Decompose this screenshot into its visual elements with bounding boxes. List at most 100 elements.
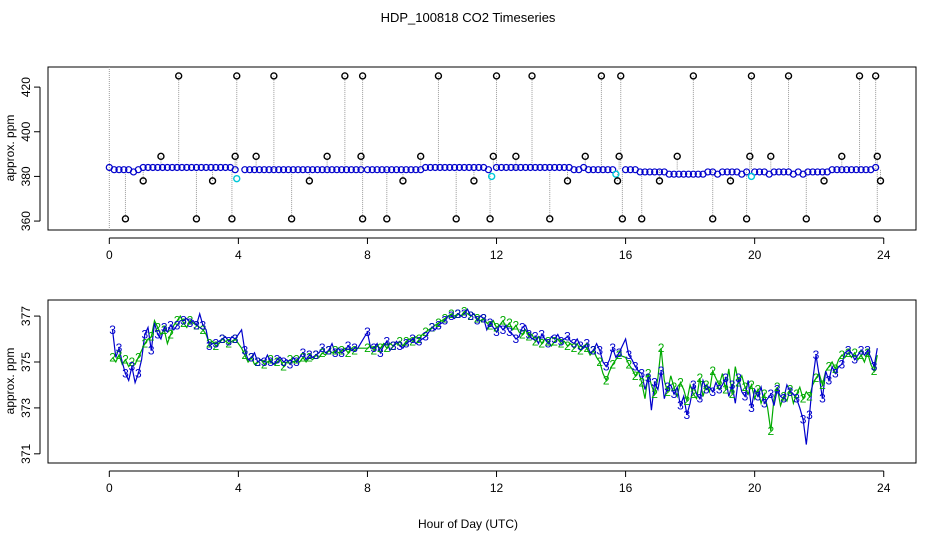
series-digit-2: 2 (219, 332, 226, 346)
co2-point (857, 166, 865, 174)
series-digit-3: 3 (293, 355, 300, 369)
calibration-point (486, 215, 494, 223)
calibration-point (470, 177, 478, 185)
calibration-point (399, 177, 407, 185)
series-digit-3: 3 (225, 334, 232, 348)
series-digit-2: 2 (800, 392, 807, 406)
x-tick-label: 8 (364, 248, 371, 262)
calibration-point (492, 72, 501, 80)
cyan-point (612, 170, 620, 178)
co2-point (197, 163, 205, 172)
calibration-point (270, 72, 278, 80)
co2-point (775, 168, 783, 176)
co2-point (804, 168, 812, 176)
co2-point (570, 166, 578, 174)
series-digit-3: 3 (864, 344, 871, 358)
series-digit-2: 2 (212, 339, 219, 353)
co2-point (246, 166, 254, 174)
co2-point (507, 163, 515, 172)
series-digit-3: 3 (696, 392, 703, 406)
co2-point (828, 166, 836, 174)
series-digit-2: 2 (858, 348, 865, 362)
panel-top-co2: 0 4 8 12 16 20 24 360 380 400 420 approx. ppm (3, 66, 917, 262)
co2-point (168, 163, 176, 172)
series-digit-2: 2 (383, 341, 390, 355)
series-digit-3: 3 (858, 344, 865, 358)
calibration-point (383, 215, 391, 223)
co2-point (397, 166, 405, 174)
co2-point (872, 163, 880, 172)
series-digit-2: 2 (390, 339, 397, 353)
series-digit-3: 3 (800, 412, 807, 426)
series-digit-3: 3 (274, 353, 281, 367)
co2-point (446, 163, 454, 172)
series-digit-2: 2 (487, 318, 494, 332)
plot-frame-bottom (47, 299, 917, 464)
co2-point (323, 166, 331, 174)
calibration-point (581, 152, 589, 161)
series-digit-3: 3 (709, 385, 716, 399)
series-digit-2: 2 (274, 355, 281, 369)
co2-point (407, 166, 415, 174)
co2-point (373, 166, 381, 174)
series-digit-2: 2 (767, 424, 774, 438)
co2-point (436, 163, 444, 172)
series-digit-3: 3 (819, 392, 826, 406)
series-digit-3: 3 (306, 348, 313, 362)
series-digit-3: 3 (409, 332, 416, 346)
co2-point (843, 166, 851, 174)
co2-point (279, 166, 288, 174)
series-digit-3: 3 (625, 348, 632, 362)
y-tick-label: 420 (19, 77, 33, 97)
co2-point (265, 166, 273, 174)
plot-area: 2 2 2 2 22 22 2 22 2 2 2 22 2 2 2 22 2 2 2 2 2 2 2 2 2 2 2 2 2 2 2 2 2 2 2… (109, 304, 878, 445)
series-digit-3: 3 (448, 309, 455, 323)
series-digit-2: 2 (584, 341, 591, 355)
series-digit-3: 3 (703, 383, 710, 397)
y-tick-label: 360 (19, 211, 33, 231)
series-digit-3: 3 (200, 318, 207, 332)
co2-point (421, 163, 430, 172)
x-axis-top: 0 4 8 12 16 20 24 (106, 237, 891, 262)
data-layer-top (105, 67, 885, 230)
co2-point (308, 166, 317, 174)
plot-frame-top (47, 66, 917, 231)
series-digit-3: 3 (638, 366, 645, 380)
series-digit-3: 3 (135, 366, 142, 380)
series-digit-2: 2 (129, 355, 136, 369)
calibration-point (820, 177, 828, 185)
series-digit-2: 2 (293, 353, 300, 367)
co2-point (626, 166, 635, 174)
series-digit-3: 3 (742, 389, 749, 403)
x-axis-label: Hour of Day (UTC) (418, 517, 518, 531)
co2-point (621, 166, 630, 174)
co2-point (531, 163, 539, 172)
series-digit-2: 2 (722, 383, 729, 397)
series-digit-2: 2 (684, 394, 691, 408)
co2-point (207, 163, 215, 172)
series-digit-3: 3 (735, 371, 742, 385)
series-digit-3: 3 (813, 348, 820, 362)
co2-point (780, 168, 788, 176)
co2-point (163, 163, 171, 172)
x-tick-label: 8 (364, 481, 371, 495)
co2-point (502, 163, 510, 172)
series-digit-2: 2 (525, 330, 532, 344)
series-digit-3: 3 (480, 311, 487, 325)
series-digit-2: 2 (709, 364, 716, 378)
series-digit-3: 3 (219, 332, 226, 346)
series-digit-2: 2 (396, 334, 403, 348)
co2-point (484, 166, 493, 174)
co2-point (450, 163, 459, 172)
calibration-point (231, 152, 239, 161)
calibration-point (709, 215, 717, 223)
co2-point (536, 163, 544, 172)
co2-point (689, 170, 697, 178)
series-digit-2: 2 (493, 321, 500, 335)
series-digit-2: 2 (448, 307, 455, 321)
series-digit-2: 2 (141, 337, 148, 351)
co2-point (392, 166, 401, 174)
series-digit-2: 2 (625, 357, 632, 371)
calibration-point (655, 177, 664, 185)
